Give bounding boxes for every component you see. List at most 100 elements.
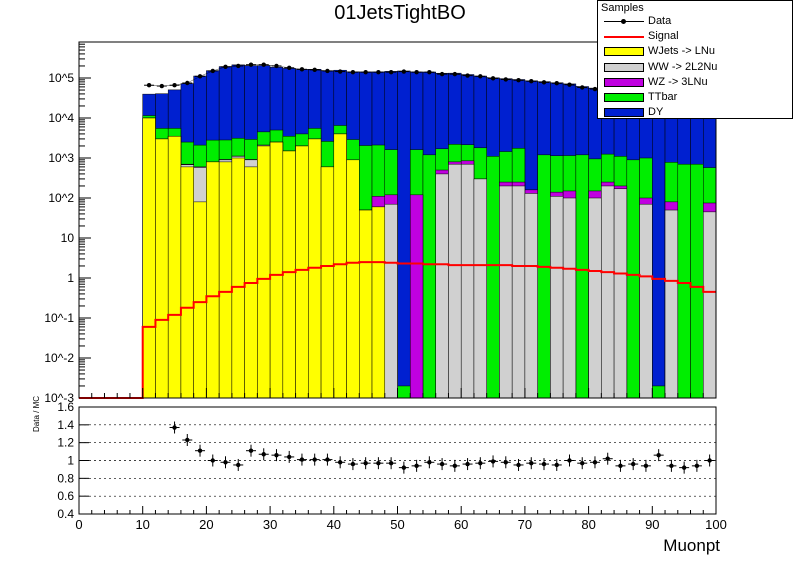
x-tick-label-3: 30: [263, 517, 277, 532]
y-tick-label-6: 10^3: [48, 151, 74, 165]
stack-bar-0-10: [269, 141, 284, 399]
stack-bar-1-29: [511, 185, 526, 399]
stack-bar-1-44: [703, 211, 717, 399]
stack-bar-3-34: [575, 154, 589, 399]
ratio-tick-label-5: 1.4: [57, 418, 74, 432]
stack-bar-1-28: [499, 185, 513, 399]
legend-swatch-5: [604, 93, 644, 102]
ratio-point-20: [427, 460, 432, 465]
y-tick-label-5: 10^2: [48, 191, 74, 205]
ratio-tick-label-4: 1.2: [57, 436, 74, 450]
stack-bar-0-12: [295, 145, 309, 399]
ratio-point-40: [681, 465, 687, 470]
chart-title: 01JetsTightBO: [334, 2, 466, 24]
x-tick-label-2: 20: [199, 517, 213, 532]
ratio-tick-label-1: 0.6: [57, 489, 74, 503]
ratio-point-24: [478, 460, 483, 466]
stack-bar-4-40: [652, 98, 666, 399]
ratio-point-1: [185, 437, 190, 443]
ratio-point-19: [414, 463, 419, 469]
ratio-tick-label-0: 0.4: [57, 507, 74, 521]
y-tick-label-7: 10^4: [48, 111, 74, 125]
ratio-point-18: [401, 465, 407, 470]
x-tick-label-10: 100: [705, 517, 727, 532]
ratio-point-30: [554, 462, 559, 468]
stack-bar-0-16: [346, 159, 360, 399]
ratio-point-6: [248, 448, 254, 453]
ratio-point-27: [516, 462, 521, 468]
legend-label-6: DY: [648, 106, 664, 119]
ratio-tick-label-2: 0.8: [57, 471, 74, 485]
ratio-point-31: [567, 458, 572, 463]
legend-dot: [621, 19, 626, 24]
stack-bar-1-25: [460, 163, 475, 399]
legend-swatch-4: [604, 77, 644, 87]
y-tick-label-3: 1: [67, 271, 74, 285]
ratio-tick-label-3: 1: [67, 454, 74, 468]
stack-bar-0-1: [155, 138, 169, 399]
y-tick-label-0: 10^-3: [44, 391, 74, 405]
stack-bar-1-35: [588, 197, 602, 399]
ratio-point-9: [287, 454, 292, 460]
ratio-point-8: [274, 452, 279, 458]
legend-entry-5: TTbar: [598, 90, 792, 105]
ratio-point-7: [261, 452, 266, 457]
legend-swatch-2: [604, 47, 644, 57]
y-tick-label-1: 10^-2: [44, 351, 74, 365]
stack-bar-0-18: [371, 206, 386, 399]
x-tick-label-9: 90: [645, 517, 659, 532]
legend-swatch-1: [604, 36, 644, 39]
legend-swatch-6: [604, 108, 644, 118]
x-axis-label: Muonpt: [663, 536, 720, 555]
stack-bar-3-43: [690, 163, 704, 399]
legend-label-5: TTbar: [648, 91, 678, 103]
ratio-point-28: [529, 460, 534, 466]
ratio-point-35: [618, 463, 623, 469]
ratio-point-41: [694, 463, 700, 469]
x-tick-label-7: 70: [518, 517, 532, 532]
y-tick-label-2: 10^-1: [44, 311, 74, 325]
ratio-y-axis-label: Data / MC: [32, 395, 41, 432]
legend-entry-0: Data: [598, 14, 792, 29]
stack-bar-2-21: [409, 194, 424, 399]
x-tick-label-4: 40: [327, 517, 341, 532]
ratio-point-34: [605, 456, 610, 461]
ratio-point-26: [503, 460, 508, 465]
ratio-point-32: [580, 460, 585, 466]
legend-entry-4: WZ -> 3LNu: [598, 75, 792, 90]
stack-bar-0-6: [218, 161, 233, 399]
stack-bar-3-31: [537, 154, 551, 399]
stack-bar-0-11: [282, 150, 296, 399]
ratio-point-14: [350, 461, 356, 467]
stack-bar-0-3: [180, 166, 194, 399]
stack-bar-1-26: [473, 178, 487, 399]
ratio-point-29: [541, 461, 547, 467]
legend-swatch-3: [604, 62, 644, 72]
stack-bar-1-39: [639, 203, 653, 399]
stack-bar-0-9: [257, 145, 271, 399]
stack-bar-0-15: [333, 133, 347, 399]
legend-label-4: WZ -> 3LNu: [648, 75, 708, 88]
stack-bar-4-20: [397, 70, 411, 399]
stack-bar-1-37: [613, 188, 628, 399]
ratio-point-22: [452, 463, 458, 469]
stack-bar-3-42: [677, 163, 691, 399]
ratio-point-33: [592, 460, 598, 465]
ratio-point-38: [656, 452, 661, 458]
stack-bar-1-41: [664, 209, 679, 399]
y-tick-label-4: 10: [61, 231, 75, 245]
stack-bar-0-17: [359, 209, 373, 399]
legend-label-0: Data: [648, 15, 672, 27]
stack-bar-0-14: [320, 166, 335, 399]
stack-bar-1-32: [550, 196, 564, 399]
legend-label-1: Signal: [648, 30, 679, 43]
ratio-point-16: [376, 460, 381, 466]
legend: Samples Data Signal WJets -> LNu WW -> 2L2N…: [597, 0, 793, 119]
ratio-point-17: [388, 460, 394, 466]
ratio-point-42: [707, 458, 712, 463]
ratio-point-0: [172, 425, 177, 430]
y-tick-label-8: 10^5: [48, 71, 74, 85]
signal-line: [79, 261, 716, 399]
ratio-point-2: [197, 448, 203, 453]
legend-entry-3: WW -> 2L2Nu: [598, 60, 792, 75]
